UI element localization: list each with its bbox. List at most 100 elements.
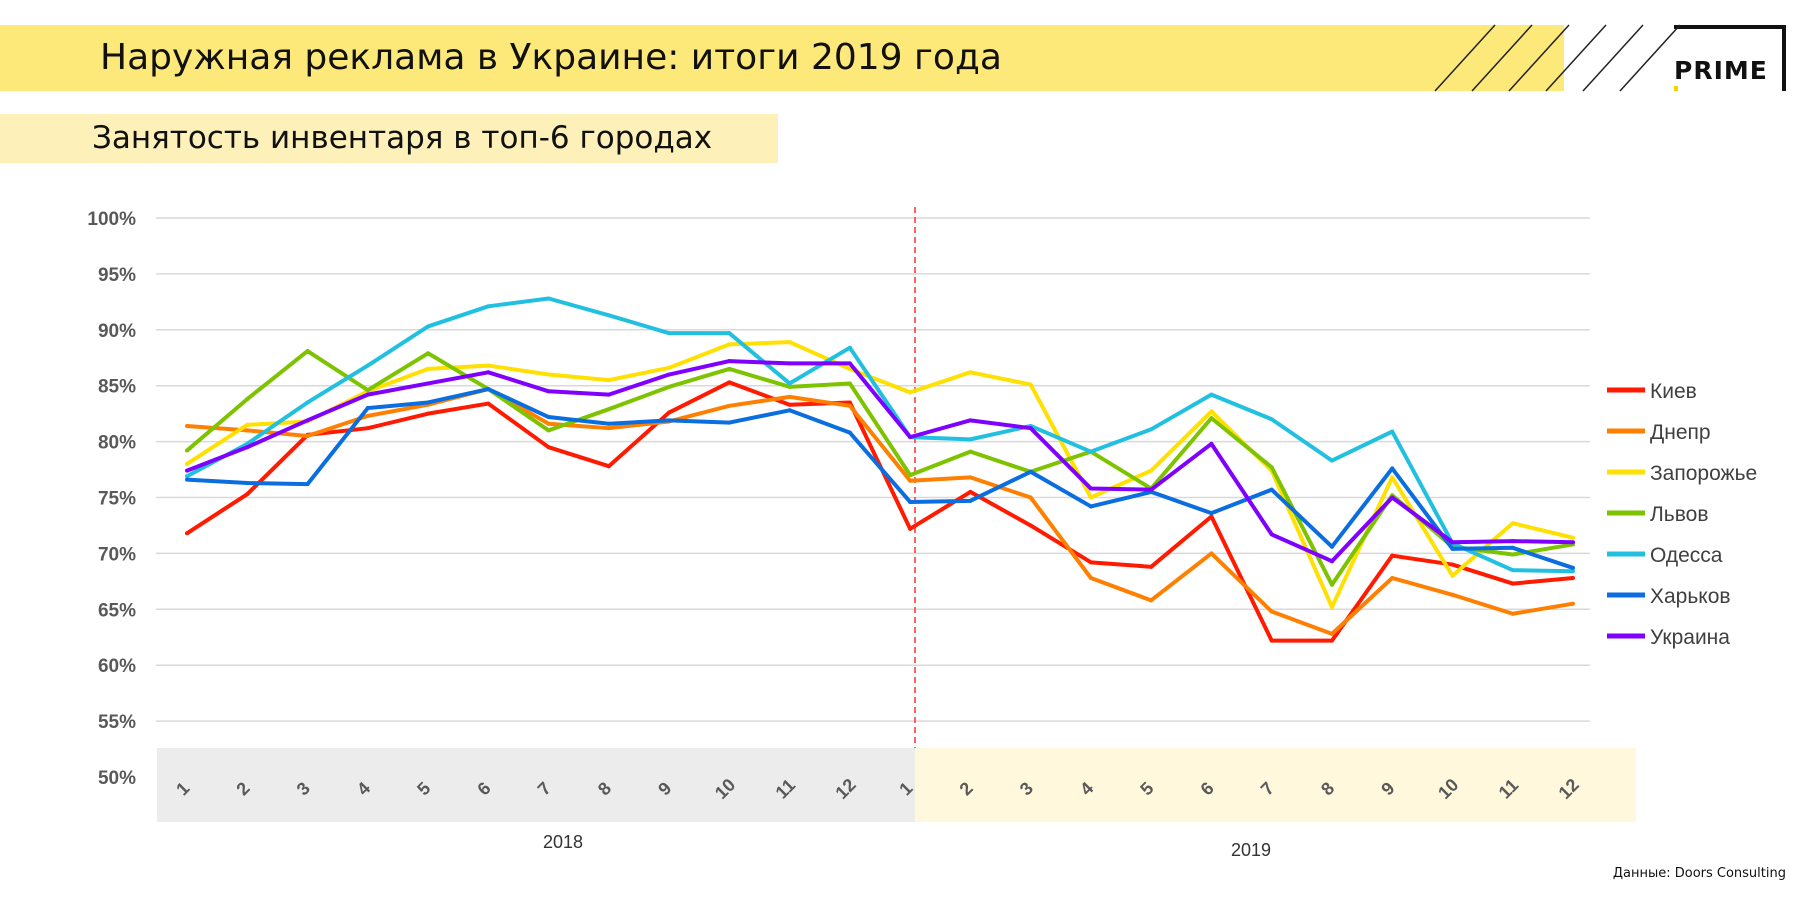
- data-point: [1209, 514, 1214, 519]
- data-point: [1329, 605, 1334, 610]
- data-point: [908, 499, 913, 504]
- data-point: [606, 421, 611, 426]
- data-point: [365, 426, 370, 431]
- data-point: [908, 390, 913, 395]
- band-2018: [157, 748, 915, 822]
- data-point: [1510, 521, 1515, 526]
- data-point: [908, 478, 913, 483]
- data-point: [1390, 495, 1395, 500]
- data-point: [968, 489, 973, 494]
- data-point: [667, 418, 672, 423]
- data-point: [185, 448, 189, 453]
- data-point: [245, 492, 250, 497]
- y-tick-label: 60%: [98, 656, 136, 677]
- data-point: [968, 418, 973, 423]
- data-point: [667, 372, 672, 377]
- data-point: [185, 461, 189, 466]
- data-point: [245, 428, 250, 433]
- y-tick-label: 100%: [87, 209, 136, 230]
- data-point: [426, 324, 431, 329]
- data-point: [1571, 540, 1575, 545]
- data-point: [606, 392, 611, 397]
- data-point: [1088, 504, 1093, 509]
- data-point: [185, 477, 189, 482]
- hatch-line: [1619, 24, 1681, 92]
- series-line-3: [185, 340, 1574, 610]
- y-tick-label: 80%: [98, 433, 136, 454]
- logo: PRIME: [1672, 56, 1770, 85]
- data-point: [1390, 575, 1395, 580]
- data-point: [1571, 569, 1575, 574]
- data-point: [1571, 601, 1575, 606]
- data-point: [847, 403, 852, 408]
- data-point: [1088, 486, 1093, 491]
- data-point: [1329, 559, 1334, 564]
- data-point: [908, 435, 913, 440]
- data-point: [365, 406, 370, 411]
- data-point: [1209, 511, 1214, 516]
- y-tick-label: 50%: [98, 768, 136, 789]
- data-point: [245, 422, 250, 427]
- series-line-4: [185, 349, 1574, 587]
- data-point: [606, 407, 611, 412]
- data-point: [245, 445, 250, 450]
- data-point: [667, 410, 672, 415]
- data-point: [365, 363, 370, 368]
- data-point: [1510, 568, 1515, 573]
- data-point: [968, 370, 973, 375]
- data-point: [185, 468, 189, 473]
- legend-label: Украина: [1650, 626, 1730, 649]
- data-point: [546, 372, 551, 377]
- data-point: [1149, 427, 1154, 432]
- data-point: [968, 449, 973, 454]
- data-point: [1510, 552, 1515, 557]
- data-point: [1450, 546, 1455, 551]
- data-point: [847, 345, 852, 350]
- data-point: [787, 394, 792, 399]
- data-point: [426, 381, 431, 386]
- data-point: [727, 366, 732, 371]
- data-point: [727, 380, 732, 385]
- data-point: [1329, 638, 1334, 643]
- data-point: [1510, 545, 1515, 550]
- legend-label: Харьков: [1650, 585, 1731, 608]
- data-point: [365, 392, 370, 397]
- data-point: [1329, 631, 1334, 636]
- series-line-6: [186, 387, 1574, 570]
- data-point: [365, 388, 370, 393]
- data-point: [606, 378, 611, 383]
- data-point: [1510, 611, 1515, 616]
- data-point: [1269, 417, 1274, 422]
- data-point: [1390, 475, 1395, 480]
- data-point: [908, 473, 913, 478]
- data-point: [1269, 487, 1274, 492]
- data-point: [787, 384, 792, 389]
- hatch-line: [1508, 24, 1570, 92]
- data-point: [486, 370, 491, 375]
- data-point: [1209, 392, 1214, 397]
- data-point: [667, 365, 672, 370]
- data-point: [1028, 469, 1033, 474]
- data-point: [546, 415, 551, 420]
- data-point: [1329, 458, 1334, 463]
- data-point: [1390, 553, 1395, 558]
- y-tick-label: 90%: [98, 321, 136, 342]
- data-point: [1269, 609, 1274, 614]
- data-point: [486, 387, 491, 392]
- data-point: [486, 363, 491, 368]
- data-point: [727, 359, 732, 364]
- data-point: [1450, 573, 1455, 578]
- logo-frame: [1674, 25, 1786, 91]
- data-point: [1028, 495, 1033, 500]
- data-point: [1209, 551, 1214, 556]
- data-point: [606, 426, 611, 431]
- data-point: [1450, 540, 1455, 545]
- data-point: [546, 428, 551, 433]
- data-point: [787, 381, 792, 386]
- legend-label: Запорожье: [1650, 462, 1757, 485]
- data-point: [245, 397, 250, 402]
- data-point: [847, 400, 852, 405]
- series-line-7: [186, 359, 1574, 564]
- data-point: [1571, 575, 1575, 580]
